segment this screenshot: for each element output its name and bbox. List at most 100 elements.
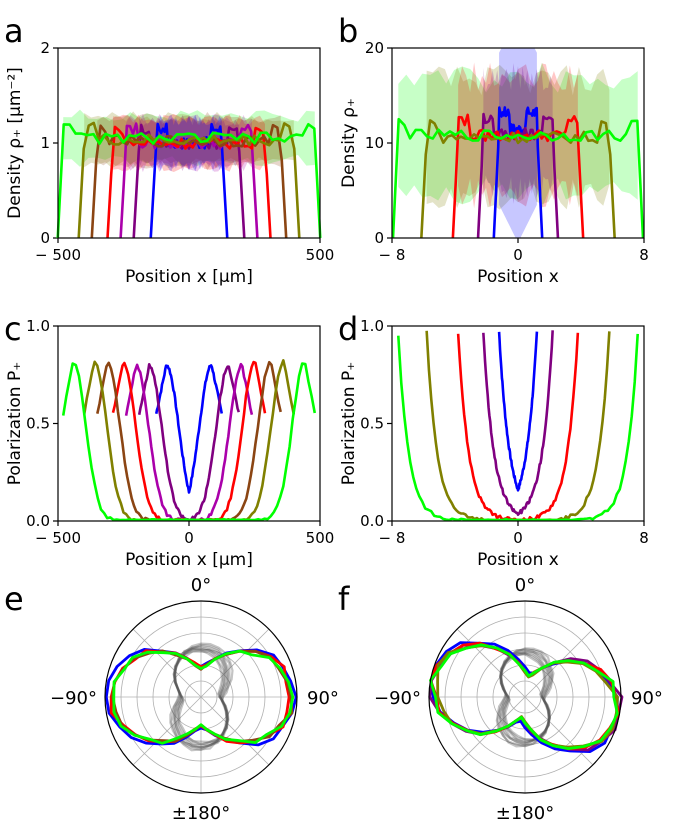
polarization-chart-d: − 8 0 8 0.0 0.5 1.0 Position x Polarization P₊ bbox=[339, 317, 649, 570]
y-tick-label-b-2: 20 bbox=[365, 39, 384, 57]
angle-label-180-f: ±180° bbox=[496, 803, 554, 824]
reference-lobe-e-5 bbox=[172, 644, 230, 749]
series-lobe-e-0 bbox=[104, 648, 298, 747]
grid-spoke-e-135 bbox=[200, 696, 270, 766]
y-tick-label-c-1: 0.5 bbox=[26, 415, 50, 433]
polar-frame-f bbox=[428, 600, 622, 794]
y-tick-label-b-0: 0 bbox=[374, 229, 384, 247]
x-tick-label-d-2: 8 bbox=[639, 529, 649, 547]
reference-lobe-f-4 bbox=[498, 650, 552, 746]
series-line-c-0 bbox=[154, 364, 224, 494]
y-tick-label-a-2: 2 bbox=[40, 39, 50, 57]
reference-lobe-f-6 bbox=[496, 648, 554, 748]
y-tick-label-c-2: 1.0 bbox=[26, 317, 50, 335]
panel-letter-f: f bbox=[338, 580, 350, 618]
series-line-d-0 bbox=[497, 331, 539, 492]
x-tick-label-c-0: − 500 bbox=[35, 529, 81, 547]
series-line-c-3 bbox=[111, 360, 267, 522]
series-line-d-2 bbox=[456, 332, 580, 522]
grid-spoke-e-225 bbox=[132, 696, 202, 766]
y-tick-label-c-0: 0.0 bbox=[26, 512, 50, 530]
reference-lobe-e-7 bbox=[169, 642, 234, 752]
series-line-c-1 bbox=[137, 362, 241, 522]
panel-letter-d: d bbox=[338, 310, 358, 348]
panel-letter-b: b bbox=[338, 12, 358, 50]
x-tick-label-d-1: 0 bbox=[513, 529, 523, 547]
x-axis-label-a: Position x [µm] bbox=[125, 267, 253, 287]
y-tick-label-d-1: 0.5 bbox=[360, 415, 384, 433]
reference-lobe-f-7 bbox=[495, 647, 555, 748]
reference-lobe-e-2 bbox=[173, 647, 229, 746]
y-tick-label-a-1: 1 bbox=[40, 134, 50, 152]
reference-lobe-e-4 bbox=[173, 646, 229, 749]
reference-lobe-f-1 bbox=[499, 651, 551, 742]
x-tick-label-b-0: − 8 bbox=[379, 246, 406, 264]
panel-letter-c: c bbox=[4, 310, 22, 348]
polarization-chart-c: − 500 0 500 0.0 0.5 1.0 Position x [µm] Polariz… bbox=[5, 317, 334, 570]
series-lobe-f-4 bbox=[429, 643, 619, 750]
plot-frame-d bbox=[391, 325, 645, 522]
x-axis-label-b: Position x bbox=[477, 267, 559, 287]
x-axis-label-d: Position x bbox=[477, 550, 559, 570]
reference-lobe-e-3 bbox=[173, 647, 230, 749]
grid-spoke-f-315 bbox=[456, 628, 526, 698]
series-line-c-6 bbox=[61, 362, 317, 522]
series-line-a-5 bbox=[77, 121, 301, 239]
reference-lobe-f-5 bbox=[498, 649, 553, 745]
series-line-a-6 bbox=[56, 122, 322, 239]
grid-spoke-e-45 bbox=[200, 628, 270, 698]
reference-lobe-f-2 bbox=[498, 651, 552, 744]
plot-frame-a bbox=[57, 47, 321, 239]
reference-lobe-f-0 bbox=[499, 653, 551, 741]
x-tick-label-c-2: 500 bbox=[306, 529, 335, 547]
polar-chart-f: 0° 90° ±180° −90° bbox=[374, 575, 663, 824]
y-tick-label-b-1: 10 bbox=[365, 134, 384, 152]
x-tick-label-b-1: 0 bbox=[513, 246, 523, 264]
x-tick-label-a-1: 500 bbox=[306, 246, 335, 264]
y-axis-label-d: Polarization P₊ bbox=[339, 362, 359, 485]
x-tick-label-a-0: − 500 bbox=[35, 246, 81, 264]
series-band-b-3 bbox=[426, 64, 610, 210]
polar-chart-e: 0° 90° ±180° −90° bbox=[50, 575, 339, 824]
panel-letter-a: a bbox=[4, 12, 24, 50]
angle-label-neg90-e: −90° bbox=[50, 688, 97, 709]
x-axis-label-c: Position x [µm] bbox=[125, 550, 253, 570]
plot-frame-c bbox=[57, 325, 321, 522]
reference-lobe-f-3 bbox=[499, 651, 551, 744]
angle-label-180-e: ±180° bbox=[172, 803, 230, 824]
y-axis-label-a: Density ρ₊ [µm⁻²] bbox=[5, 67, 25, 219]
angle-label-90-e: 90° bbox=[307, 688, 339, 709]
reference-lobe-e-0 bbox=[172, 649, 230, 744]
series-line-d-1 bbox=[482, 330, 554, 517]
x-tick-label-c-1: 0 bbox=[184, 529, 194, 547]
series-line-b-3 bbox=[420, 119, 616, 239]
series-line-b-4 bbox=[391, 117, 645, 239]
angle-label-neg90-f: −90° bbox=[374, 688, 421, 709]
series-line-d-3 bbox=[425, 330, 611, 522]
y-axis-label-b: Density ρ₊ bbox=[339, 98, 359, 188]
angle-label-0-f: 0° bbox=[515, 575, 535, 596]
y-tick-label-d-2: 1.0 bbox=[360, 317, 384, 335]
plot-frame-b bbox=[391, 47, 645, 239]
reference-lobe-e-6 bbox=[170, 643, 231, 752]
angle-label-0-e: 0° bbox=[191, 575, 211, 596]
grid-spoke-f-135 bbox=[524, 696, 594, 766]
reference-lobe-e-1 bbox=[172, 650, 229, 746]
series-line-b-2 bbox=[451, 113, 585, 239]
series-line-c-5 bbox=[82, 358, 296, 522]
y-tick-label-d-0: 0.0 bbox=[360, 512, 384, 530]
series-line-c-4 bbox=[96, 360, 282, 522]
x-tick-label-d-0: − 8 bbox=[379, 529, 406, 547]
polar-frame-e bbox=[104, 600, 298, 794]
y-axis-label-c: Polarization P₊ bbox=[5, 362, 25, 485]
series-lobe-e-3 bbox=[112, 649, 295, 745]
angle-label-90-f: 90° bbox=[631, 688, 663, 709]
series-line-d-4 bbox=[397, 333, 639, 522]
grid-spoke-e-315 bbox=[132, 628, 202, 698]
density-chart-a: − 500 500 0 1 2 Position x [µm] Density ρ₊ [µm… bbox=[5, 39, 334, 287]
x-tick-label-b-2: 8 bbox=[639, 246, 649, 264]
panel-letter-e: e bbox=[4, 580, 24, 618]
y-tick-label-a-0: 0 bbox=[40, 229, 50, 247]
